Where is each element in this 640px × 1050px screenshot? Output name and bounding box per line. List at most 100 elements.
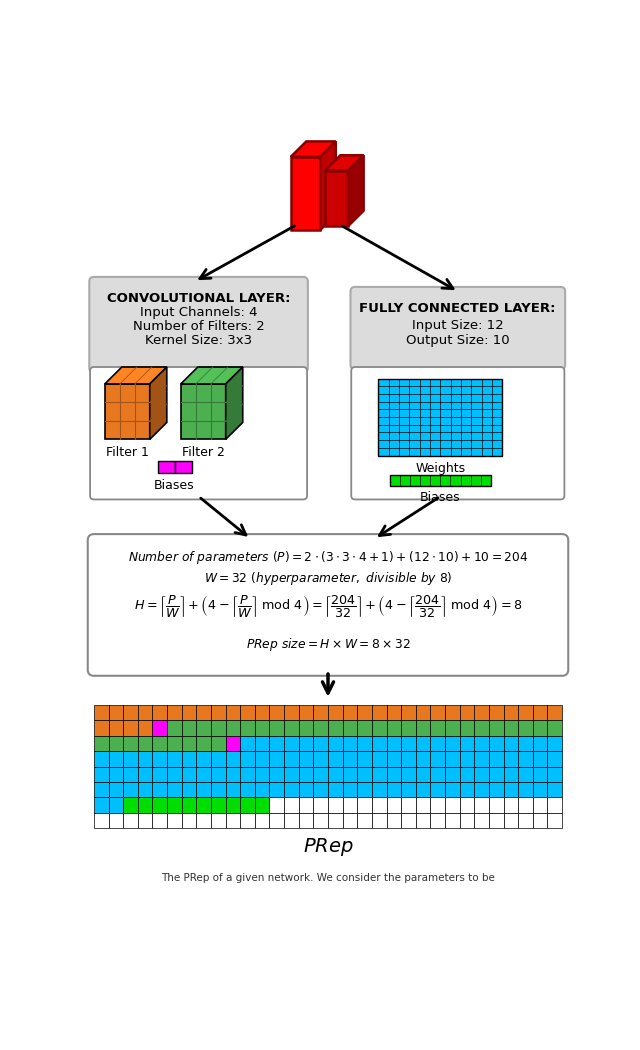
Bar <box>357 782 372 797</box>
Bar <box>372 736 387 751</box>
Bar <box>342 797 357 813</box>
Polygon shape <box>348 155 364 226</box>
Bar <box>299 813 314 828</box>
Bar <box>387 705 401 720</box>
Bar <box>255 705 269 720</box>
Bar <box>240 813 255 828</box>
Bar <box>299 720 314 736</box>
Bar <box>299 751 314 766</box>
Bar <box>504 751 518 766</box>
Bar <box>357 766 372 782</box>
Bar <box>240 736 255 751</box>
FancyBboxPatch shape <box>90 277 308 373</box>
FancyBboxPatch shape <box>351 368 564 500</box>
Bar <box>416 720 430 736</box>
Bar <box>196 736 211 751</box>
Bar <box>175 461 193 474</box>
Bar <box>94 797 109 813</box>
Bar <box>460 705 474 720</box>
Bar <box>504 705 518 720</box>
Bar <box>445 705 460 720</box>
Bar <box>157 461 175 474</box>
Bar <box>226 797 240 813</box>
Bar <box>342 720 357 736</box>
Bar <box>182 766 196 782</box>
Bar <box>314 720 328 736</box>
Bar <box>518 766 532 782</box>
Bar <box>430 705 445 720</box>
Bar <box>124 766 138 782</box>
Bar <box>416 705 430 720</box>
Bar <box>196 705 211 720</box>
Text: Filter 1: Filter 1 <box>106 446 148 459</box>
Polygon shape <box>320 142 336 230</box>
Bar <box>532 751 547 766</box>
Bar <box>255 782 269 797</box>
Bar <box>94 813 109 828</box>
Bar <box>284 782 299 797</box>
Bar <box>299 766 314 782</box>
Bar <box>328 705 342 720</box>
Bar <box>284 751 299 766</box>
Bar <box>460 813 474 828</box>
Bar <box>124 720 138 736</box>
Bar <box>328 813 342 828</box>
Bar <box>240 720 255 736</box>
Bar <box>124 782 138 797</box>
Bar <box>314 751 328 766</box>
Bar <box>226 782 240 797</box>
Text: Weights: Weights <box>415 462 465 476</box>
Bar <box>445 782 460 797</box>
Bar <box>489 751 504 766</box>
Bar <box>401 751 416 766</box>
Bar <box>255 813 269 828</box>
Bar <box>401 813 416 828</box>
Polygon shape <box>325 171 348 226</box>
Bar <box>390 475 491 485</box>
Bar <box>416 766 430 782</box>
Bar <box>518 797 532 813</box>
Bar <box>357 797 372 813</box>
Text: $\mathit{PRep\ size = H \times W = 8 \times 32}$: $\mathit{PRep\ size = H \times W = 8 \ti… <box>246 635 410 653</box>
Bar <box>518 705 532 720</box>
Bar <box>504 782 518 797</box>
Bar <box>372 705 387 720</box>
Bar <box>167 751 182 766</box>
Bar <box>94 751 109 766</box>
Bar <box>211 813 226 828</box>
Bar <box>240 797 255 813</box>
Bar <box>138 720 152 736</box>
Bar <box>211 705 226 720</box>
Bar <box>532 705 547 720</box>
Bar <box>532 797 547 813</box>
Bar <box>269 736 284 751</box>
Bar <box>372 782 387 797</box>
Bar <box>445 813 460 828</box>
Bar <box>299 705 314 720</box>
Bar <box>460 751 474 766</box>
Bar <box>269 766 284 782</box>
Bar <box>124 751 138 766</box>
Polygon shape <box>105 368 167 384</box>
Bar <box>284 797 299 813</box>
Bar <box>342 766 357 782</box>
Bar <box>357 705 372 720</box>
Text: Filter 2: Filter 2 <box>182 446 225 459</box>
Bar <box>138 782 152 797</box>
Bar <box>532 720 547 736</box>
Text: Input Size: 12: Input Size: 12 <box>412 318 503 332</box>
Bar <box>387 782 401 797</box>
Bar <box>109 751 124 766</box>
Bar <box>460 782 474 797</box>
Bar <box>269 705 284 720</box>
Bar <box>445 751 460 766</box>
Bar <box>152 751 167 766</box>
Bar <box>284 736 299 751</box>
Bar <box>387 797 401 813</box>
Bar <box>124 813 138 828</box>
Bar <box>474 720 489 736</box>
Bar <box>460 766 474 782</box>
Bar <box>474 766 489 782</box>
Bar <box>167 782 182 797</box>
Text: Input Channels: 4: Input Channels: 4 <box>140 307 257 319</box>
